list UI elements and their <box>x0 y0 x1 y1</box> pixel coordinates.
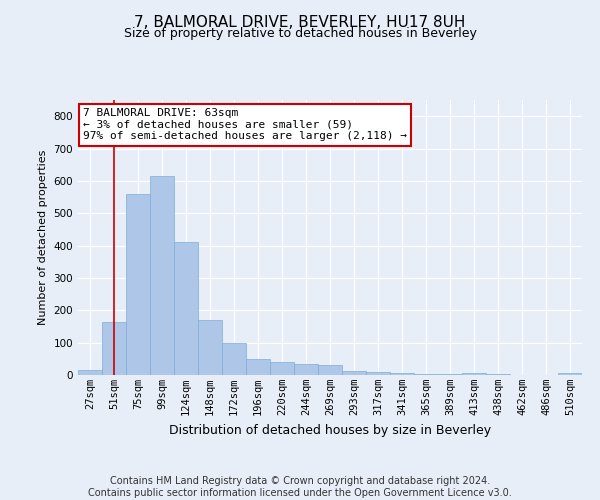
Text: 7, BALMORAL DRIVE, BEVERLEY, HU17 8UH: 7, BALMORAL DRIVE, BEVERLEY, HU17 8UH <box>134 15 466 30</box>
X-axis label: Distribution of detached houses by size in Beverley: Distribution of detached houses by size … <box>169 424 491 436</box>
Bar <box>174 242 198 375</box>
Bar <box>558 374 582 375</box>
Bar <box>246 359 270 375</box>
Bar <box>342 371 366 375</box>
Bar <box>366 372 390 375</box>
Bar <box>126 194 150 375</box>
Bar <box>102 322 126 375</box>
Bar <box>222 342 246 375</box>
Bar <box>414 374 438 375</box>
Text: 7 BALMORAL DRIVE: 63sqm
← 3% of detached houses are smaller (59)
97% of semi-det: 7 BALMORAL DRIVE: 63sqm ← 3% of detached… <box>83 108 407 142</box>
Bar <box>198 320 222 375</box>
Bar <box>462 374 486 375</box>
Bar <box>390 374 414 375</box>
Bar <box>486 374 510 375</box>
Y-axis label: Number of detached properties: Number of detached properties <box>38 150 48 325</box>
Bar <box>318 366 342 375</box>
Text: Size of property relative to detached houses in Beverley: Size of property relative to detached ho… <box>124 28 476 40</box>
Bar <box>150 176 174 375</box>
Bar <box>78 370 102 375</box>
Bar <box>438 374 462 375</box>
Bar <box>294 364 318 375</box>
Text: Contains HM Land Registry data © Crown copyright and database right 2024.
Contai: Contains HM Land Registry data © Crown c… <box>88 476 512 498</box>
Bar <box>270 362 294 375</box>
